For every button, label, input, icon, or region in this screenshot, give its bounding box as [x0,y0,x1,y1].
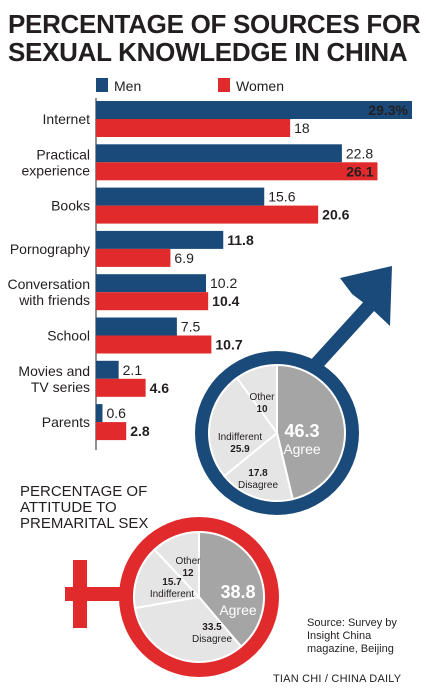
bar-women [96,422,127,441]
pie-slice-disagree [133,595,243,664]
attitude-title-line-2: ATTITUDE TO [20,499,117,516]
bar-women [96,248,171,267]
pie-slice-agree [276,363,346,501]
source-note: Source: Survey by Insight China magazine… [307,617,417,656]
pie-slice-indifferent [133,548,202,610]
arrow-head [340,266,392,326]
bar-women [96,378,146,397]
legend-label-women: Women [236,78,284,94]
data-label: 4.6 [150,380,170,396]
bar-women [96,292,209,311]
data-label: 2.8 [130,423,150,439]
category-label: Practical [36,146,90,162]
slice-label: Other 10 [249,392,275,415]
bar-men [96,230,224,249]
bar-men [96,274,207,293]
category-label: TV series [31,379,90,395]
data-label: 18 [294,120,310,136]
chart-title-line-1: PERCENTAGE OF SOURCES FOR [8,9,421,39]
bar-women [96,119,291,137]
data-label: 26.1 [346,163,373,179]
bar-men [96,404,103,423]
pie-slice-other [235,363,278,437]
attitude-title-line-3: PREMARITAL SEX [20,515,149,532]
data-label: 15.6 [268,189,295,205]
slice-label: 38.8 Agree [219,582,257,618]
bar-men [96,360,119,379]
data-label: 11.8 [227,232,254,248]
category-label: Conversation [8,276,91,292]
slice-label: 17.8 Disagree [238,468,278,491]
legend: Men Women [96,78,284,94]
attitude-title: PERCENTAGE OF ATTITUDE TO PREMARITAL SEX [20,484,148,532]
slice-label: 33.5 Disagree [192,622,232,645]
legend-swatch-women [218,78,230,92]
legend-label-men: Men [114,78,141,94]
data-label: 2.1 [123,362,143,378]
bar-men [96,317,177,336]
slice-label: Indifferent 25.9 [218,432,263,455]
bar-women [96,205,319,224]
slice-label: Other 12 [175,556,201,579]
chart-title: PERCENTAGE OF SOURCES FOR SEXUAL KNOWLED… [8,10,422,66]
category-label: School [47,328,90,344]
bar-men [96,187,265,206]
data-label: 7.5 [181,319,201,335]
slice-label: 15.7 Indifferent [150,577,195,600]
female-symbol: 38.8 Agree 33.5 Disagree 15.7 IndifferentOthe… [65,517,279,677]
category-label: Pornography [10,241,90,257]
bar-women [96,162,378,181]
category-label: Movies and [18,363,90,379]
data-label: 29.3% [368,102,408,118]
bar-men [96,101,412,119]
pie-slice-disagree [222,431,294,502]
category-label: Parents [42,414,90,430]
data-label: 10.2 [210,275,237,291]
slice-label: 46.3 Agree [283,421,321,457]
source-line-2: Insight China [307,630,372,642]
category-label: experience [22,162,91,178]
bar-men [96,144,342,163]
data-label: 10.7 [215,337,242,353]
bar-women [96,335,212,354]
category-label: with friends [18,292,90,308]
legend-swatch-men [96,78,108,92]
credit-line: TIAN CHI / CHINA DAILY [273,673,402,685]
data-label: 6.9 [174,250,194,266]
pie-slice-agree [198,530,265,648]
pie-slice-indifferent [208,376,279,478]
data-label: 20.6 [322,207,349,223]
data-label: 0.6 [106,405,126,421]
pie-slice-other [153,530,200,600]
chart-title-line-2: SEXUAL KNOWLEDGE IN CHINA [8,37,408,67]
source-line-1: Source: Survey by [307,617,397,629]
category-label: Books [51,198,90,214]
data-label: 10.4 [212,293,239,309]
data-label: 22.8 [346,145,373,161]
category-label: Internet [43,111,91,127]
attitude-title-line-1: PERCENTAGE OF [20,483,148,500]
source-line-3: magazine, Beijing [307,643,394,655]
